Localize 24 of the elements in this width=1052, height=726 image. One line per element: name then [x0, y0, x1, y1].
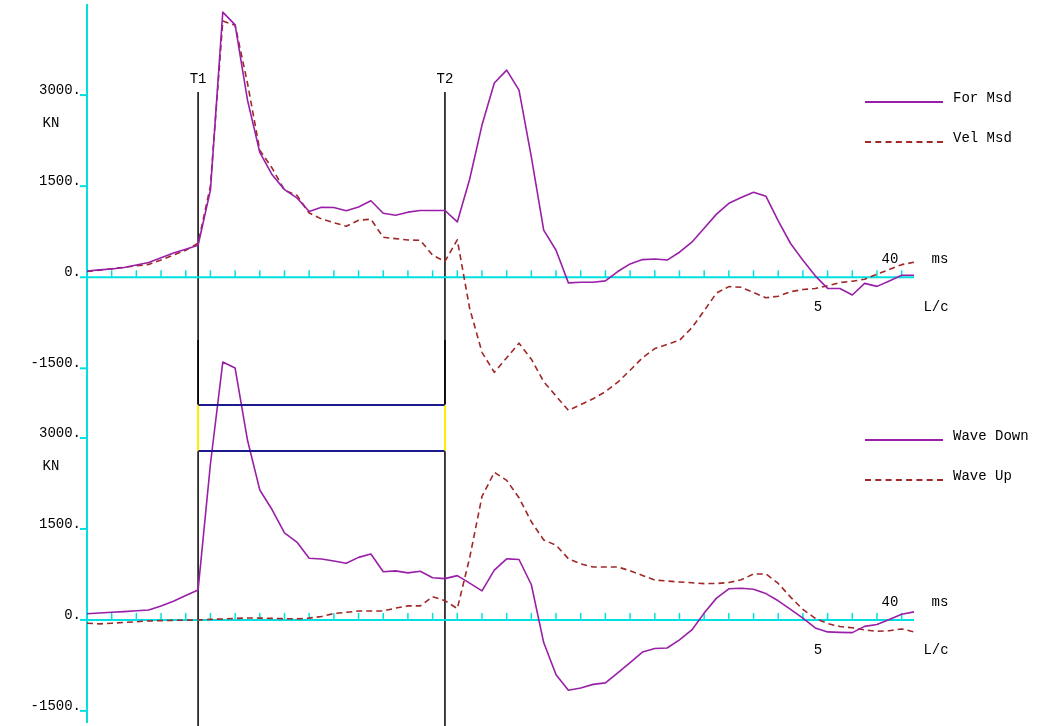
y-tick-label: 1500.	[38, 515, 81, 532]
y-axis-title: KN	[42, 457, 60, 474]
x-axis-title: L/c	[923, 298, 949, 315]
y-axis-title: KN	[42, 114, 60, 131]
y-tick-label: 0.	[64, 606, 81, 623]
y-tick-label: 3000.	[38, 81, 81, 98]
annotation: 5	[813, 641, 823, 658]
text: ms	[931, 250, 949, 267]
annotation: 40	[881, 593, 899, 610]
text: Wave Down	[953, 428, 1029, 444]
y-tick-label: -1500.	[30, 355, 81, 372]
annotation: 5	[813, 298, 823, 315]
text: Vel Msd	[953, 130, 1012, 146]
y-tick-label: 3000.	[38, 424, 81, 441]
y-tick-label: -1500.	[30, 697, 81, 714]
y-tick-label: 0.	[64, 263, 81, 280]
text: Wave Up	[953, 468, 1012, 484]
x-tick-label: T1	[189, 70, 207, 87]
y-tick-label: 1500.	[38, 172, 81, 189]
text: ms	[931, 593, 949, 610]
text: For Msd	[953, 90, 1012, 106]
annotation: 40	[881, 250, 899, 267]
x-axis-title: L/c	[923, 641, 949, 658]
x-tick-label: T2	[436, 70, 454, 87]
